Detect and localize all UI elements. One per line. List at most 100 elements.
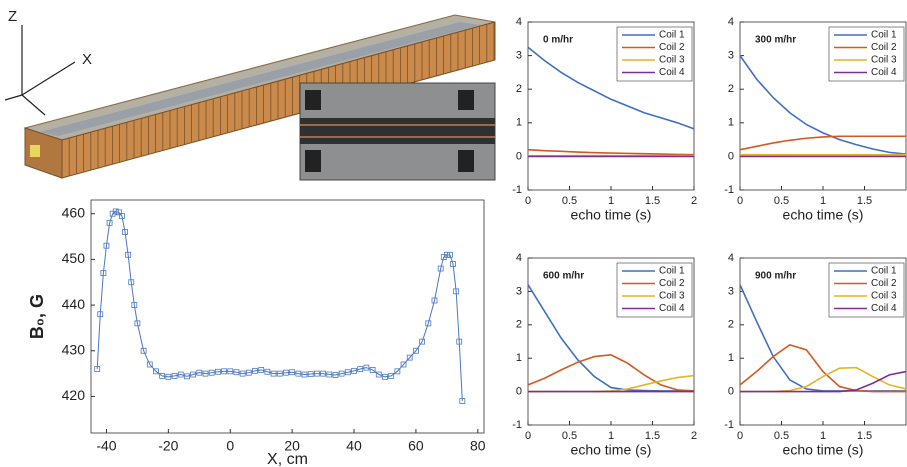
marker <box>332 372 339 378</box>
chart: 420 430 440 450 460 -40 -20 0 20 40 60 80 X, cm B₀, G <box>27 199 486 467</box>
marker <box>344 369 351 376</box>
x-tick-label: 0 <box>525 430 531 442</box>
y-tick-label: 1 <box>728 352 734 364</box>
legend-label: Coil 3 <box>871 55 897 66</box>
marker <box>214 368 221 375</box>
marker <box>252 367 258 374</box>
legend-label: Coil 1 <box>659 266 685 277</box>
x-axis-label: X, cm <box>267 451 308 467</box>
marker <box>153 368 159 375</box>
y-tick-label: 2 <box>728 319 734 331</box>
y-tick-label: -1 <box>512 184 522 196</box>
marker <box>283 369 289 376</box>
marker <box>146 361 153 368</box>
y-tick-label: 1 <box>516 352 522 364</box>
x-tick-label: 20 <box>284 438 300 454</box>
y-tick-label: 4 <box>516 252 522 264</box>
y-tick-label: 440 <box>62 296 86 312</box>
y-tick-label: -1 <box>512 419 522 431</box>
y-tick-label: 430 <box>62 341 86 357</box>
series-line <box>740 343 906 393</box>
y-tick-label: 0 <box>728 150 734 162</box>
y-tick-label: 0 <box>516 386 522 398</box>
marker <box>326 371 333 378</box>
y-tick-label: -1 <box>724 419 734 431</box>
photo-detail <box>458 150 474 172</box>
marker <box>447 251 453 258</box>
marker <box>258 367 265 373</box>
legend-label: Coil 1 <box>871 30 897 41</box>
annotation: 600 m/hr <box>543 271 584 282</box>
x-tick-label: 0 <box>226 438 234 454</box>
x-tick-label: 0.5 <box>774 430 789 442</box>
y-tick-label: 0 <box>728 386 734 398</box>
marker <box>351 367 357 374</box>
y-tick-label: 4 <box>516 16 522 28</box>
marker <box>177 371 184 378</box>
marker <box>459 398 466 404</box>
x-tick-label: 1 <box>608 430 614 442</box>
y-tick-label: 3 <box>516 50 522 62</box>
axis-label: X <box>82 51 92 68</box>
legend-label: Coil 2 <box>871 42 897 53</box>
marker <box>363 364 370 371</box>
marker <box>115 209 122 216</box>
marker <box>202 370 209 377</box>
marker <box>437 265 444 272</box>
marker <box>443 251 450 258</box>
marker <box>221 368 227 375</box>
legend-label: Coil 1 <box>659 30 685 41</box>
marker <box>369 367 376 373</box>
marker <box>276 370 283 377</box>
marker <box>94 366 101 372</box>
marker <box>122 229 128 235</box>
marker <box>307 371 314 377</box>
marker <box>453 288 460 295</box>
x-axis-label: echo time (s) <box>571 442 652 458</box>
plot-area <box>90 199 485 434</box>
legend-label: Coil 4 <box>659 303 685 314</box>
x-tick-label: 1 <box>820 195 826 207</box>
marker <box>165 373 172 380</box>
marker <box>338 370 345 377</box>
legend-label: Coil 2 <box>659 278 685 289</box>
photo-detail <box>300 118 495 144</box>
y-tick-label: 1 <box>516 117 522 129</box>
x-tick-label: 0.5 <box>562 195 577 207</box>
x-axis-label: echo time (s) <box>783 207 864 223</box>
marker <box>128 279 135 286</box>
x-tick-label: 1.5 <box>857 430 872 442</box>
marker <box>233 369 240 376</box>
marker <box>184 373 190 380</box>
marker <box>313 370 320 377</box>
legend-label: Coil 3 <box>871 291 897 302</box>
legend-label: Coil 4 <box>871 303 897 314</box>
x-axis-label: echo time (s) <box>783 442 864 458</box>
x-tick-label: 0 <box>525 195 531 207</box>
y-tick-label: 2 <box>728 83 734 95</box>
y-tick-label: 420 <box>62 387 86 403</box>
y-tick-label: 460 <box>62 204 86 220</box>
marker <box>134 320 141 327</box>
x-tick-label: 40 <box>346 438 362 454</box>
legend-label: Coil 2 <box>659 42 685 53</box>
x-tick-label: 0 <box>737 430 743 442</box>
marker <box>270 370 277 377</box>
x-tick-label: 1.5 <box>645 195 660 207</box>
legend-label: Coil 3 <box>659 55 685 66</box>
series-line <box>740 55 906 155</box>
legend-label: Coil 1 <box>871 266 897 277</box>
marker <box>382 373 388 380</box>
marker <box>171 372 178 379</box>
marker <box>125 251 132 258</box>
marker <box>388 372 395 379</box>
marker <box>264 368 271 375</box>
magnet-segments <box>61 21 495 178</box>
marker <box>425 320 432 327</box>
marker <box>289 369 296 376</box>
axis-line <box>21 61 76 96</box>
marker <box>320 370 326 377</box>
